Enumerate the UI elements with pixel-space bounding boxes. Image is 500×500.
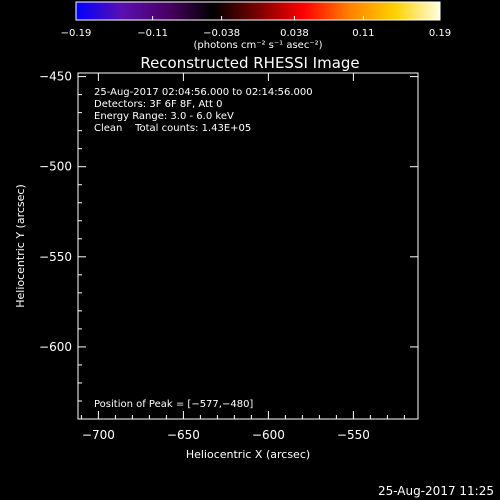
colorbar-tick-label: −0.19	[61, 28, 92, 39]
x-tick-label: −700	[82, 428, 115, 442]
y-tick-label: −500	[39, 160, 72, 174]
annotation-energy: Energy Range: 3.0 - 6.0 keV	[94, 111, 234, 122]
colorbar-tick-label: 0.11	[352, 28, 374, 39]
colorbar-tick-label: 0.038	[280, 28, 309, 39]
colorbar	[75, 1, 441, 21]
timestamp: 25-Aug-2017 11:25	[378, 484, 494, 498]
colorbar-ticks: −0.19 −0.11 −0.038 0.038 0.11 0.19	[61, 16, 451, 39]
y-axis: −450 −500 −550 −600	[39, 70, 418, 402]
x-axis-label: Heliocentric X (arcsec)	[186, 448, 310, 461]
colorbar-tick-label: −0.11	[137, 28, 168, 39]
colorbar-tick-label: 0.19	[429, 28, 451, 39]
y-tick-label: −550	[39, 250, 72, 264]
x-tick-label: −550	[337, 428, 370, 442]
chart-title: Reconstructed RHESSI Image	[140, 54, 359, 72]
annotation-time-range: 25-Aug-2017 02:04:56.000 to 02:14:56.000	[94, 87, 313, 98]
x-axis: −700 −650 −600 −550	[80, 73, 405, 442]
annotation-clean: Clean Total counts: 1.43E+05	[94, 123, 251, 134]
y-tick-label: −450	[39, 70, 72, 84]
annotation-peak-position: Position of Peak = [−577,−480]	[94, 399, 253, 410]
y-tick-label: −600	[39, 340, 72, 354]
colorbar-unit-label: (photons cm⁻² s⁻¹ asec⁻²)	[193, 40, 322, 51]
colorbar-tick-label: −0.038	[203, 28, 240, 39]
x-tick-label: −600	[252, 428, 285, 442]
y-axis-label: Heliocentric Y (arcsec)	[14, 184, 27, 308]
x-tick-label: −650	[167, 428, 200, 442]
plot-frame	[77, 72, 419, 420]
annotation-detectors: Detectors: 3F 6F 8F, Att 0	[94, 99, 222, 110]
